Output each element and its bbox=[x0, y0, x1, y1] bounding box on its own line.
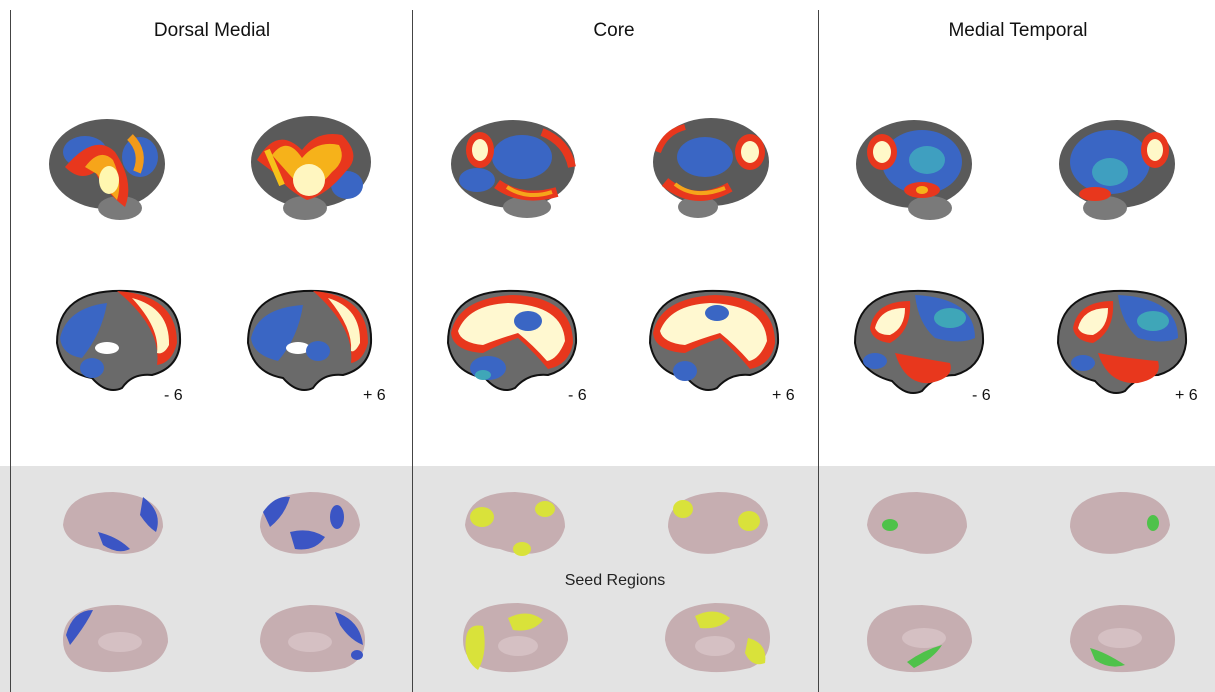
medial-temporal-seed-lateral-left-brain bbox=[867, 492, 967, 554]
core-slice-right-brain bbox=[648, 289, 780, 391]
slice-label-medial-temporal-left: - 6 bbox=[972, 387, 991, 404]
medial-temporal-seed-medial-left-brain bbox=[867, 605, 972, 673]
dorsal-medial-slice-left-brain bbox=[55, 289, 182, 391]
slice-label-dorsal-medial-left: - 6 bbox=[164, 387, 183, 404]
panel-divider-middle-right bbox=[818, 10, 819, 692]
seed-regions-band bbox=[0, 466, 1215, 692]
dorsal-medial-seed-medial-right-brain bbox=[260, 605, 365, 673]
core-lateral-right-brain bbox=[653, 118, 769, 218]
core-seed-medial-right-brain bbox=[665, 603, 770, 673]
dorsal-medial-lateral-right-brain bbox=[251, 116, 371, 220]
column-title-dorsal-medial: Dorsal Medial bbox=[153, 20, 271, 41]
core-slice-left-brain bbox=[446, 289, 578, 391]
medial-temporal-lateral-left-brain bbox=[856, 120, 972, 220]
medial-temporal-seed-lateral-right-brain bbox=[1070, 492, 1170, 554]
panel-divider-left bbox=[10, 10, 11, 692]
dorsal-medial-seed-medial-left-brain bbox=[63, 605, 168, 673]
core-seed-lateral-right-brain bbox=[668, 492, 768, 554]
medial-temporal-seed-medial-right-brain bbox=[1070, 605, 1175, 673]
core-seed-lateral-left-brain bbox=[465, 492, 565, 556]
panel-divider-middle-left bbox=[412, 10, 413, 692]
medial-temporal-slice-left-brain bbox=[853, 289, 985, 394]
seed-regions-label: Seed Regions bbox=[564, 572, 666, 589]
dorsal-medial-lateral-left-brain bbox=[49, 119, 165, 220]
slice-label-core-left: - 6 bbox=[568, 387, 587, 404]
slice-label-medial-temporal-right: + 6 bbox=[1175, 387, 1198, 404]
column-title-medial-temporal: Medial Temporal bbox=[948, 20, 1088, 41]
core-lateral-left-brain bbox=[451, 120, 576, 218]
dorsal-medial-seed-lateral-right-brain bbox=[260, 492, 360, 554]
core-seed-medial-left-brain bbox=[463, 603, 568, 673]
medial-temporal-slice-right-brain bbox=[1056, 289, 1188, 394]
column-title-core: Core bbox=[593, 20, 635, 41]
slice-label-core-right: + 6 bbox=[772, 387, 795, 404]
dorsal-medial-seed-lateral-left-brain bbox=[63, 492, 163, 554]
slice-label-dorsal-medial-right: + 6 bbox=[363, 387, 386, 404]
medial-temporal-lateral-right-brain bbox=[1059, 120, 1175, 220]
dorsal-medial-slice-right-brain bbox=[246, 289, 373, 391]
